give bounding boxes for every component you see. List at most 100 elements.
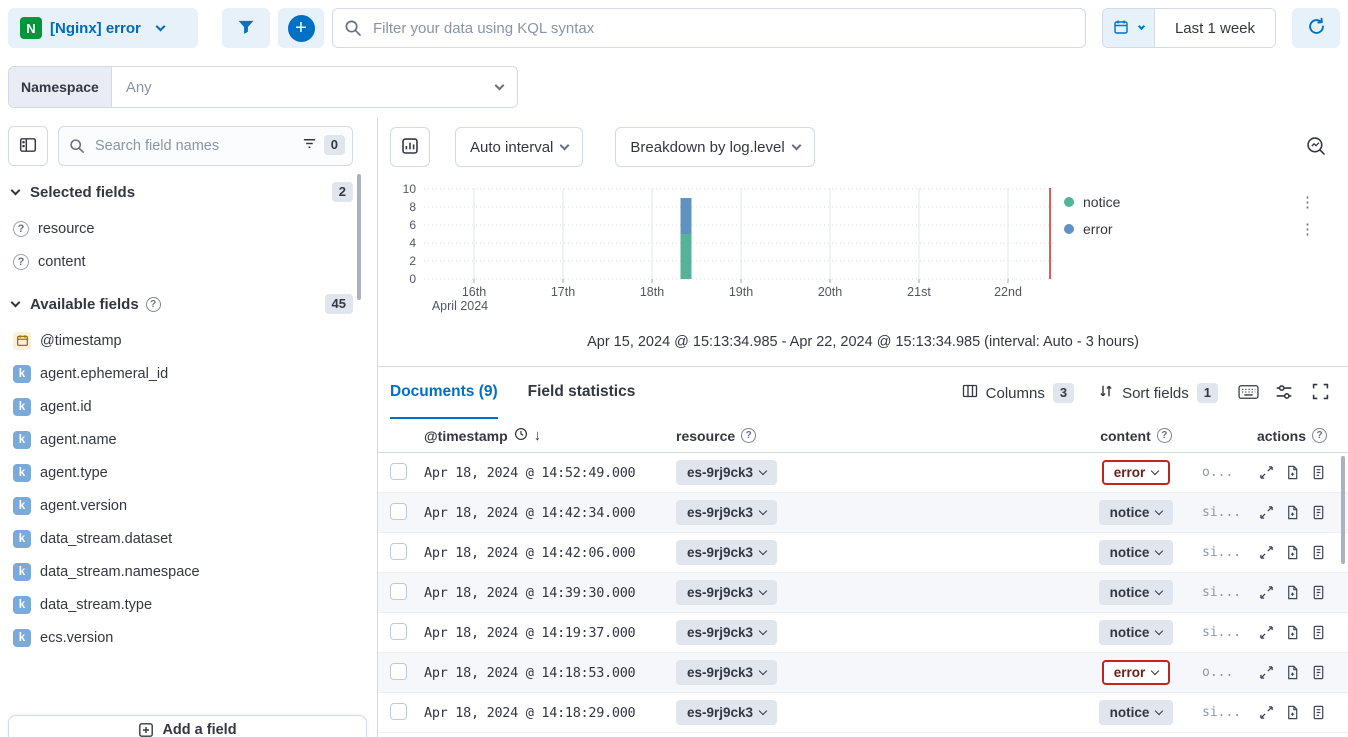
info-icon[interactable]: ? — [145, 296, 161, 312]
row-checkbox[interactable] — [390, 542, 407, 560]
copy-document-icon[interactable] — [1285, 625, 1300, 640]
field-item[interactable]: k agent.id — [8, 390, 369, 423]
fullscreen-button[interactable] — [1304, 376, 1336, 410]
expand-row-icon[interactable] — [1259, 505, 1274, 520]
view-document-icon[interactable] — [1311, 585, 1326, 600]
dataview-picker-button[interactable]: N [Nginx] error — [8, 8, 198, 48]
auto-interval-dropdown[interactable]: Auto interval — [455, 127, 584, 167]
resource-badge[interactable]: es-9rj9ck3 — [676, 700, 778, 725]
table-scrollbar[interactable] — [1341, 456, 1345, 564]
expand-row-icon[interactable] — [1259, 545, 1274, 560]
field-item[interactable]: ? resource — [8, 212, 369, 245]
expand-row-icon[interactable] — [1259, 665, 1274, 680]
copy-document-icon[interactable] — [1285, 705, 1300, 720]
search-icon — [344, 19, 362, 40]
row-checkbox[interactable] — [390, 502, 407, 520]
legend-menu-icon[interactable]: ⋮ — [1300, 193, 1316, 211]
field-item[interactable]: k data_stream.dataset — [8, 522, 369, 555]
keyword-field-icon: k — [13, 463, 31, 482]
row-checkbox[interactable] — [390, 622, 407, 640]
info-icon[interactable]: ? — [1312, 428, 1327, 443]
save-visualization-button[interactable] — [1296, 127, 1336, 167]
legend-item[interactable]: notice ⋮ — [1064, 188, 1320, 215]
time-range-label[interactable]: Last 1 week — [1155, 9, 1275, 47]
add-field-button[interactable]: Add a field — [8, 715, 367, 737]
resource-badge[interactable]: es-9rj9ck3 — [676, 620, 778, 645]
field-item[interactable]: k ecs.version — [8, 621, 369, 654]
histogram-svg[interactable]: 0 2 4 6 8 10 16th 17th 18th 19th 20th 21st 22nd April… — [378, 182, 1347, 316]
columns-button[interactable]: Columns 3 — [952, 373, 1084, 413]
resource-badge[interactable]: es-9rj9ck3 — [676, 500, 778, 525]
sidebar-scrollbar[interactable] — [357, 174, 361, 300]
copy-document-icon[interactable] — [1285, 585, 1300, 600]
copy-document-icon[interactable] — [1285, 505, 1300, 520]
field-search-input[interactable] — [58, 126, 353, 166]
resource-badge[interactable]: es-9rj9ck3 — [676, 580, 778, 605]
date-picker-calendar-button[interactable] — [1103, 9, 1155, 47]
copy-document-icon[interactable] — [1285, 665, 1300, 680]
legend-item[interactable]: error ⋮ — [1064, 215, 1320, 242]
info-icon[interactable]: ? — [741, 428, 757, 443]
content-badge[interactable]: notice — [1098, 500, 1174, 525]
content-badge[interactable]: error — [1101, 660, 1171, 685]
view-document-icon[interactable] — [1311, 505, 1326, 520]
available-fields-header[interactable]: Available fields ? 45 — [8, 284, 369, 324]
kql-input[interactable] — [332, 8, 1086, 48]
selected-fields-header[interactable]: Selected fields 2 — [8, 172, 369, 212]
info-icon[interactable]: ? — [1156, 428, 1172, 443]
breakdown-dropdown[interactable]: Breakdown by log.level — [615, 127, 815, 167]
field-item[interactable]: k agent.type — [8, 456, 369, 489]
field-item[interactable]: k agent.version — [8, 489, 369, 522]
view-document-icon[interactable] — [1311, 465, 1326, 480]
field-item[interactable]: @timestamp — [8, 324, 369, 357]
content-badge[interactable]: notice — [1098, 700, 1174, 725]
field-item[interactable]: k data_stream.type — [8, 588, 369, 621]
content-badge[interactable]: notice — [1098, 620, 1174, 645]
resource-column-header[interactable]: resource ? — [676, 428, 1070, 444]
row-checkbox[interactable] — [390, 462, 407, 480]
refresh-button[interactable] — [1292, 8, 1340, 48]
view-document-icon[interactable] — [1311, 665, 1326, 680]
chevron-down-icon — [494, 80, 505, 90]
row-checkbox[interactable] — [390, 582, 407, 600]
display-options-button[interactable] — [1268, 376, 1300, 410]
table-body: Apr 18, 2024 @ 14:52:49.000 es-9rj9ck3 err… — [378, 453, 1348, 733]
expand-row-icon[interactable] — [1259, 625, 1274, 640]
content-badge[interactable]: error — [1101, 460, 1171, 485]
edit-visualization-button[interactable] — [390, 127, 430, 167]
sort-fields-button[interactable]: Sort fields 1 — [1088, 373, 1228, 413]
expand-row-icon[interactable] — [1259, 585, 1274, 600]
field-item[interactable]: k agent.ephemeral_id — [8, 357, 369, 390]
field-filter-icon[interactable] — [302, 136, 317, 154]
field-item[interactable]: ? content — [8, 245, 369, 278]
content-column-header[interactable]: content ? — [1070, 428, 1202, 444]
tab-field-statistics[interactable]: Field statistics — [527, 383, 636, 400]
sort-descending-icon[interactable]: ↓ — [533, 427, 542, 444]
field-item[interactable]: k data_stream.namespace — [8, 555, 369, 588]
timestamp-column-header[interactable]: @timestamp ↓ — [424, 427, 542, 444]
resource-badge[interactable]: es-9rj9ck3 — [676, 460, 778, 485]
view-document-icon[interactable] — [1311, 705, 1326, 720]
expand-row-icon[interactable] — [1259, 705, 1274, 720]
collapse-sidebar-button[interactable] — [8, 126, 48, 166]
field-item[interactable]: k agent.name — [8, 423, 369, 456]
row-checkbox[interactable] — [390, 662, 407, 680]
view-document-icon[interactable] — [1311, 545, 1326, 560]
keyboard-shortcuts-button[interactable] — [1232, 376, 1264, 410]
copy-document-icon[interactable] — [1285, 545, 1300, 560]
filter-button[interactable] — [222, 8, 270, 48]
row-actions — [1242, 545, 1342, 560]
copy-document-icon[interactable] — [1285, 465, 1300, 480]
expand-row-icon[interactable] — [1259, 465, 1274, 480]
resource-badge[interactable]: es-9rj9ck3 — [676, 660, 778, 685]
row-checkbox[interactable] — [390, 702, 407, 720]
namespace-select[interactable]: Any — [111, 67, 517, 107]
tab-documents[interactable]: Documents (9) — [390, 367, 498, 419]
resource-badge[interactable]: es-9rj9ck3 — [676, 540, 778, 565]
legend-menu-icon[interactable]: ⋮ — [1300, 220, 1316, 238]
legend-dot — [1064, 196, 1074, 207]
add-control-button[interactable]: + — [278, 8, 324, 48]
view-document-icon[interactable] — [1311, 625, 1326, 640]
content-badge[interactable]: notice — [1098, 580, 1174, 605]
content-badge[interactable]: notice — [1098, 540, 1174, 565]
